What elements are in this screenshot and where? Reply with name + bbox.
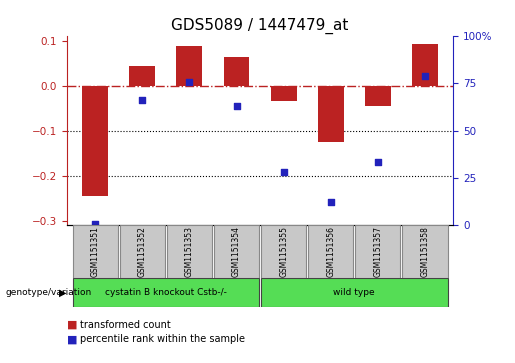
Bar: [261, 225, 306, 278]
Text: GSM1151352: GSM1151352: [138, 226, 147, 277]
Point: [374, 159, 382, 165]
Text: GSM1151353: GSM1151353: [185, 226, 194, 277]
Bar: [365, 86, 391, 106]
Text: ▶: ▶: [59, 287, 67, 298]
Bar: [355, 225, 401, 278]
Bar: [224, 57, 249, 86]
Bar: [73, 225, 118, 278]
Point: [232, 103, 241, 109]
Text: cystatin B knockout Cstb-/-: cystatin B knockout Cstb-/-: [105, 288, 227, 297]
Text: ■: ■: [67, 334, 77, 344]
Text: GSM1151358: GSM1151358: [420, 226, 430, 277]
Bar: [271, 86, 297, 102]
Point: [91, 221, 99, 227]
Bar: [214, 225, 259, 278]
Bar: [167, 225, 212, 278]
Point: [138, 97, 146, 102]
Bar: [73, 278, 259, 307]
Bar: [82, 86, 108, 196]
Text: transformed count: transformed count: [80, 320, 170, 330]
Bar: [308, 225, 353, 278]
Bar: [318, 86, 344, 142]
Point: [280, 169, 288, 175]
Point: [327, 200, 335, 205]
Bar: [402, 225, 448, 278]
Text: ■: ■: [67, 320, 77, 330]
Bar: [412, 44, 438, 86]
Text: wild type: wild type: [334, 288, 375, 297]
Text: GSM1151354: GSM1151354: [232, 226, 241, 277]
Text: GSM1151356: GSM1151356: [326, 226, 335, 277]
Text: genotype/variation: genotype/variation: [5, 288, 91, 297]
Text: GSM1151357: GSM1151357: [373, 226, 382, 277]
Bar: [129, 66, 155, 86]
Point: [185, 79, 194, 85]
Bar: [177, 46, 202, 86]
Bar: [119, 225, 165, 278]
Title: GDS5089 / 1447479_at: GDS5089 / 1447479_at: [171, 17, 349, 33]
Bar: [261, 278, 448, 307]
Text: percentile rank within the sample: percentile rank within the sample: [80, 334, 245, 344]
Text: GSM1151351: GSM1151351: [91, 226, 100, 277]
Text: GSM1151355: GSM1151355: [279, 226, 288, 277]
Point: [421, 73, 429, 79]
